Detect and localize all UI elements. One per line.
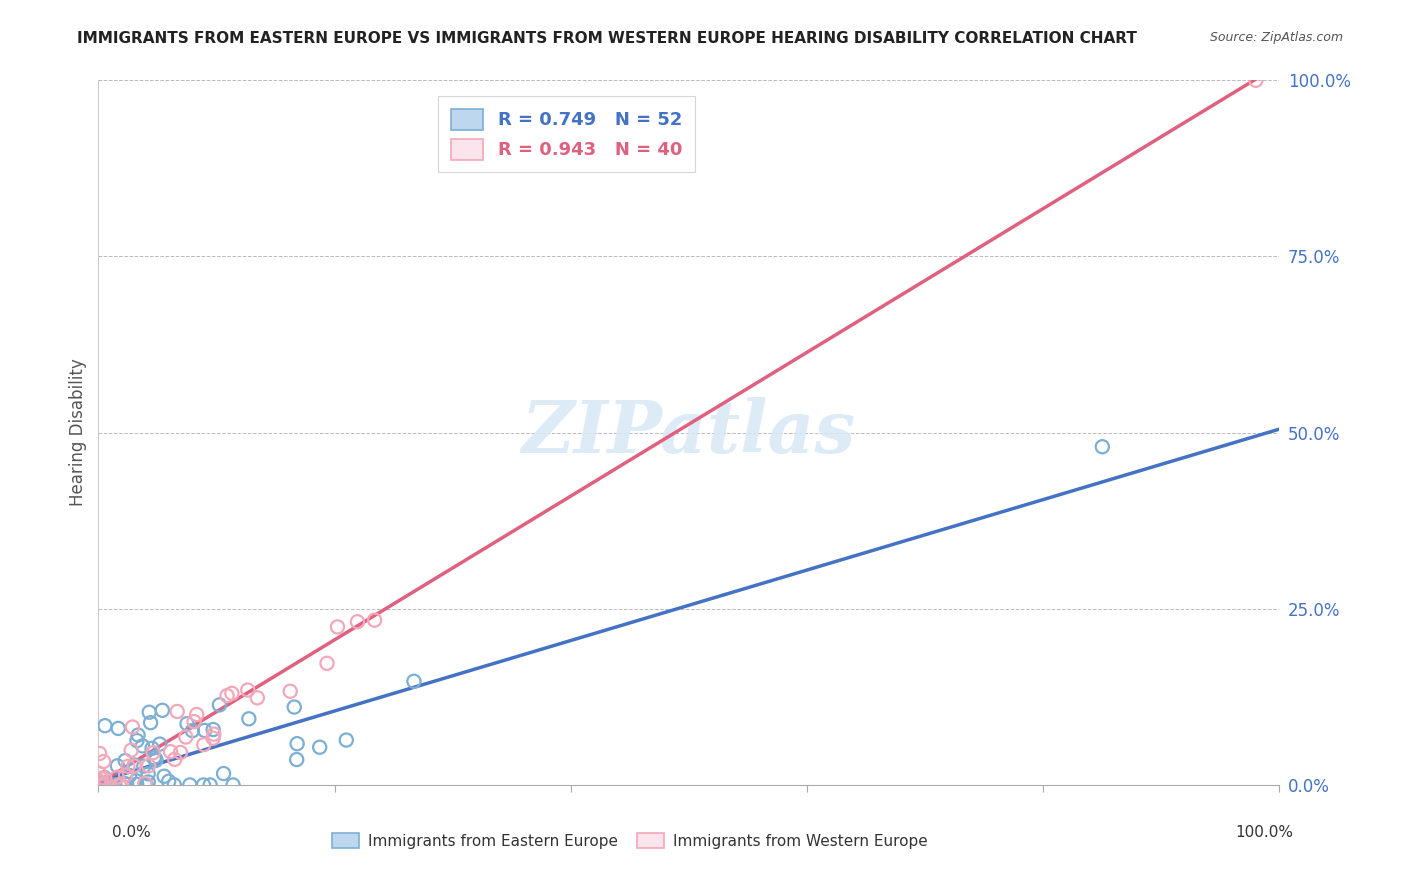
Point xyxy=(236,683,259,698)
Text: 100.0%: 100.0% xyxy=(1236,825,1294,840)
Point xyxy=(93,755,115,769)
Point xyxy=(283,700,305,714)
Point xyxy=(166,705,188,719)
Point xyxy=(114,754,136,768)
Text: 0.0%: 0.0% xyxy=(112,825,152,840)
Point xyxy=(159,745,181,759)
Point xyxy=(90,772,112,786)
Point xyxy=(142,746,165,760)
Point xyxy=(125,773,148,788)
Point xyxy=(91,778,114,792)
Point xyxy=(107,722,129,736)
Point xyxy=(125,777,148,791)
Point xyxy=(117,759,139,773)
Point xyxy=(132,759,155,773)
Point xyxy=(89,775,111,789)
Point xyxy=(149,737,172,751)
Point xyxy=(308,740,330,755)
Point xyxy=(186,707,208,722)
Point xyxy=(143,750,166,764)
Point xyxy=(136,766,159,780)
Text: ZIPatlas: ZIPatlas xyxy=(522,397,856,468)
Point xyxy=(90,775,112,789)
Point xyxy=(221,686,243,700)
Point xyxy=(285,753,308,767)
Point xyxy=(326,620,349,634)
Point xyxy=(141,741,163,756)
Point xyxy=(208,698,231,712)
Point xyxy=(163,778,186,792)
Point xyxy=(104,778,127,792)
Point xyxy=(145,753,167,767)
Point xyxy=(193,778,215,792)
Point xyxy=(110,778,132,792)
Point xyxy=(153,769,176,783)
Point xyxy=(114,768,136,782)
Point xyxy=(98,778,121,792)
Point xyxy=(194,723,217,738)
Point xyxy=(193,738,215,752)
Point xyxy=(346,615,368,629)
Point xyxy=(93,771,115,785)
Point xyxy=(181,723,204,738)
Point xyxy=(150,703,173,717)
Point xyxy=(138,705,160,719)
Point xyxy=(145,753,167,767)
Point xyxy=(89,766,111,780)
Point xyxy=(183,714,205,729)
Point xyxy=(316,657,339,671)
Point xyxy=(139,715,162,730)
Point xyxy=(94,719,117,733)
Point xyxy=(89,778,111,792)
Point xyxy=(176,716,198,731)
Point xyxy=(127,728,149,742)
Point xyxy=(285,737,308,751)
Point xyxy=(118,768,141,782)
Point xyxy=(108,778,131,792)
Point xyxy=(93,775,115,789)
Point xyxy=(121,720,143,734)
Point xyxy=(108,778,131,792)
Point xyxy=(105,770,128,784)
Point xyxy=(134,776,156,790)
Point xyxy=(131,739,153,753)
Point xyxy=(135,778,157,792)
Point xyxy=(93,772,115,786)
Point xyxy=(1244,73,1267,87)
Point xyxy=(163,752,186,766)
Point xyxy=(212,766,235,780)
Point xyxy=(198,778,221,792)
Y-axis label: Hearing Disability: Hearing Disability xyxy=(69,359,87,507)
Point xyxy=(202,727,225,741)
Point xyxy=(89,747,111,761)
Point xyxy=(278,684,301,698)
Point xyxy=(363,613,385,627)
Point xyxy=(335,733,357,747)
Text: IMMIGRANTS FROM EASTERN EUROPE VS IMMIGRANTS FROM WESTERN EUROPE HEARING DISABIL: IMMIGRANTS FROM EASTERN EUROPE VS IMMIGR… xyxy=(77,31,1137,46)
Point xyxy=(120,743,142,757)
Point xyxy=(115,777,138,791)
Point xyxy=(238,712,260,726)
Point xyxy=(108,778,131,792)
Point xyxy=(136,775,159,789)
Text: Source: ZipAtlas.com: Source: ZipAtlas.com xyxy=(1209,31,1343,45)
Point xyxy=(105,759,128,773)
Point xyxy=(169,746,191,760)
Point xyxy=(138,759,160,773)
Point xyxy=(202,731,225,746)
Point xyxy=(125,733,148,747)
Point xyxy=(174,730,197,744)
Point xyxy=(179,778,201,792)
Point xyxy=(202,723,225,737)
Legend: Immigrants from Eastern Europe, Immigrants from Western Europe: Immigrants from Eastern Europe, Immigran… xyxy=(326,827,934,855)
Point xyxy=(124,758,146,772)
Point xyxy=(246,690,269,705)
Point xyxy=(122,759,145,773)
Point xyxy=(112,776,135,790)
Point xyxy=(157,774,180,789)
Point xyxy=(402,674,425,689)
Point xyxy=(1091,440,1114,454)
Point xyxy=(222,778,245,792)
Point xyxy=(215,689,238,703)
